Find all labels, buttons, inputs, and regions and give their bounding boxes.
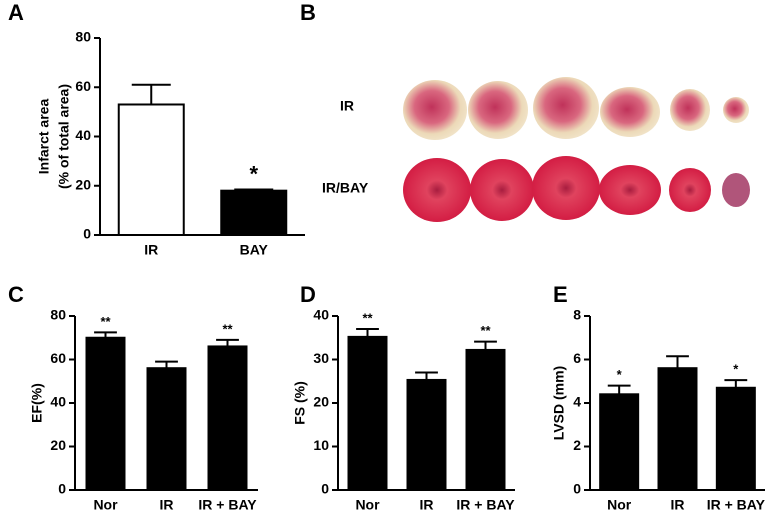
bar bbox=[117, 103, 185, 236]
panel-letter: B bbox=[300, 0, 316, 25]
x-tick-label: IR bbox=[671, 497, 685, 511]
row-label: IR bbox=[340, 98, 354, 114]
y-tick-label: 10 bbox=[313, 437, 329, 453]
y-tick-label: 30 bbox=[313, 350, 329, 366]
y-tick-label: 40 bbox=[313, 307, 329, 323]
bar bbox=[347, 335, 388, 491]
y-tick-label: 40 bbox=[75, 127, 91, 143]
y-axis-label: LVSD (mm) bbox=[551, 366, 567, 440]
y-tick-label: 4 bbox=[573, 394, 581, 410]
bar bbox=[85, 336, 126, 491]
y-tick-label: 20 bbox=[50, 437, 66, 453]
y-tick-label: 0 bbox=[83, 226, 91, 242]
y-axis-label: Infarct area bbox=[36, 99, 52, 175]
x-tick-label: BAY bbox=[240, 242, 269, 258]
y-axis-label: FS (%) bbox=[292, 381, 308, 425]
y-tick-label: 8 bbox=[573, 307, 581, 323]
y-tick-label: 0 bbox=[58, 481, 66, 497]
x-tick-label: IR bbox=[160, 497, 174, 511]
y-tick-label: 60 bbox=[50, 350, 66, 366]
significance-label: * bbox=[733, 362, 739, 377]
bar bbox=[715, 386, 756, 491]
significance-label: ** bbox=[362, 310, 373, 325]
y-tick-label: 40 bbox=[50, 394, 66, 410]
y-tick-label: 20 bbox=[75, 176, 91, 192]
x-tick-label: Nor bbox=[607, 497, 632, 511]
bar bbox=[657, 367, 698, 492]
y-axis-label: EF(%) bbox=[29, 383, 45, 423]
y-tick-label: 0 bbox=[321, 481, 329, 497]
y-tick-label: 80 bbox=[50, 307, 66, 323]
bar bbox=[146, 367, 187, 492]
significance-label: ** bbox=[100, 314, 111, 329]
row-label: IR/BAY bbox=[322, 180, 369, 196]
y-axis-label: (% of total area) bbox=[56, 84, 72, 189]
y-tick-label: 20 bbox=[313, 394, 329, 410]
y-tick-label: 60 bbox=[75, 78, 91, 94]
x-tick-label: IR + BAY bbox=[456, 497, 515, 511]
bar bbox=[220, 189, 288, 237]
bar bbox=[406, 378, 447, 492]
significance-label: ** bbox=[222, 321, 233, 336]
x-tick-label: IR bbox=[144, 242, 158, 258]
y-tick-label: 2 bbox=[573, 437, 581, 453]
panel-letter: D bbox=[300, 282, 316, 307]
x-tick-label: IR + BAY bbox=[707, 497, 766, 511]
x-tick-label: Nor bbox=[93, 497, 118, 511]
y-tick-label: 0 bbox=[573, 481, 581, 497]
bar bbox=[599, 393, 640, 491]
x-tick-label: IR bbox=[420, 497, 434, 511]
heart-slices bbox=[403, 77, 750, 222]
panel-letter: E bbox=[553, 282, 568, 307]
significance-label: * bbox=[249, 161, 258, 186]
significance-label: * bbox=[617, 367, 623, 382]
x-tick-label: IR + BAY bbox=[198, 497, 257, 511]
bar bbox=[465, 348, 506, 491]
panel-letter: A bbox=[8, 0, 24, 25]
panel-letter: C bbox=[8, 282, 24, 307]
x-tick-label: Nor bbox=[355, 497, 380, 511]
significance-label: ** bbox=[480, 323, 491, 338]
y-tick-label: 80 bbox=[75, 29, 91, 45]
bar bbox=[207, 345, 248, 492]
y-tick-label: 6 bbox=[573, 350, 581, 366]
